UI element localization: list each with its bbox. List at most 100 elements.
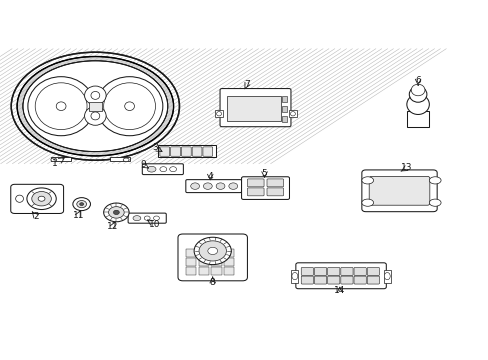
Ellipse shape [194, 237, 231, 265]
Ellipse shape [35, 83, 87, 130]
Ellipse shape [190, 183, 199, 189]
FancyBboxPatch shape [220, 89, 290, 127]
Ellipse shape [428, 177, 440, 184]
Text: 5: 5 [261, 169, 267, 178]
Ellipse shape [23, 61, 167, 152]
Ellipse shape [410, 84, 424, 96]
Ellipse shape [23, 61, 167, 152]
Ellipse shape [207, 247, 217, 255]
Ellipse shape [144, 216, 150, 220]
FancyBboxPatch shape [160, 147, 169, 156]
Ellipse shape [123, 158, 129, 162]
FancyBboxPatch shape [368, 176, 429, 205]
Ellipse shape [408, 86, 426, 102]
Text: 12: 12 [107, 222, 119, 231]
Ellipse shape [291, 273, 297, 280]
Bar [281, 116, 286, 122]
Ellipse shape [406, 94, 428, 114]
FancyBboxPatch shape [142, 164, 183, 175]
Ellipse shape [428, 199, 440, 206]
Text: 13: 13 [400, 163, 412, 172]
Ellipse shape [73, 198, 90, 211]
FancyBboxPatch shape [295, 263, 386, 289]
FancyBboxPatch shape [366, 276, 379, 284]
Bar [291, 270, 298, 283]
Ellipse shape [133, 216, 141, 221]
Ellipse shape [147, 166, 156, 172]
FancyBboxPatch shape [11, 184, 63, 213]
Ellipse shape [80, 203, 83, 206]
Bar [51, 157, 71, 161]
Ellipse shape [228, 183, 237, 189]
Ellipse shape [77, 201, 86, 208]
FancyBboxPatch shape [185, 180, 241, 193]
Text: 3: 3 [152, 143, 158, 152]
Ellipse shape [51, 158, 57, 162]
Bar [288, 110, 296, 117]
Bar [198, 267, 208, 275]
FancyBboxPatch shape [353, 276, 366, 284]
Ellipse shape [32, 192, 51, 206]
Bar [185, 258, 196, 266]
Bar [224, 267, 234, 275]
Bar [383, 270, 390, 283]
FancyBboxPatch shape [301, 267, 313, 275]
Ellipse shape [124, 102, 134, 111]
FancyBboxPatch shape [353, 267, 366, 275]
Ellipse shape [216, 183, 224, 189]
Text: 10: 10 [148, 220, 160, 229]
FancyBboxPatch shape [266, 188, 283, 196]
FancyBboxPatch shape [178, 234, 247, 281]
Text: 7: 7 [244, 80, 250, 89]
Ellipse shape [199, 241, 226, 261]
FancyBboxPatch shape [247, 188, 264, 196]
Text: 14: 14 [333, 287, 345, 295]
Bar [281, 106, 286, 112]
Ellipse shape [108, 207, 124, 218]
FancyBboxPatch shape [192, 147, 202, 156]
Ellipse shape [113, 210, 119, 215]
FancyBboxPatch shape [340, 276, 352, 284]
FancyBboxPatch shape [340, 267, 352, 275]
FancyBboxPatch shape [247, 179, 264, 187]
Bar [185, 249, 196, 257]
Text: 2: 2 [33, 212, 39, 221]
Ellipse shape [160, 167, 166, 172]
FancyBboxPatch shape [128, 213, 166, 223]
FancyBboxPatch shape [314, 267, 326, 275]
Ellipse shape [103, 203, 129, 222]
FancyBboxPatch shape [314, 276, 326, 284]
Text: 4: 4 [207, 172, 213, 181]
FancyBboxPatch shape [241, 177, 289, 199]
Ellipse shape [56, 102, 66, 111]
FancyBboxPatch shape [170, 147, 180, 156]
Ellipse shape [153, 216, 159, 220]
Bar [211, 249, 221, 257]
Text: 8: 8 [209, 278, 215, 287]
Bar [224, 249, 234, 257]
Ellipse shape [17, 57, 173, 156]
Ellipse shape [84, 107, 106, 125]
FancyBboxPatch shape [361, 170, 436, 212]
Ellipse shape [203, 183, 212, 189]
Ellipse shape [38, 196, 45, 201]
Bar [215, 110, 223, 117]
Bar [89, 102, 102, 111]
FancyBboxPatch shape [301, 276, 313, 284]
Bar [110, 157, 129, 161]
Bar [224, 258, 234, 266]
Ellipse shape [169, 167, 176, 172]
Ellipse shape [103, 83, 155, 130]
Text: 9: 9 [140, 160, 145, 169]
FancyBboxPatch shape [327, 267, 339, 275]
Ellipse shape [16, 195, 23, 202]
Ellipse shape [91, 112, 100, 120]
Ellipse shape [96, 77, 163, 136]
Bar [158, 145, 215, 157]
Bar [226, 96, 280, 121]
Text: 6: 6 [414, 76, 420, 85]
Bar [211, 267, 221, 275]
Bar [211, 258, 221, 266]
Text: 11: 11 [72, 211, 84, 220]
Ellipse shape [11, 52, 179, 160]
